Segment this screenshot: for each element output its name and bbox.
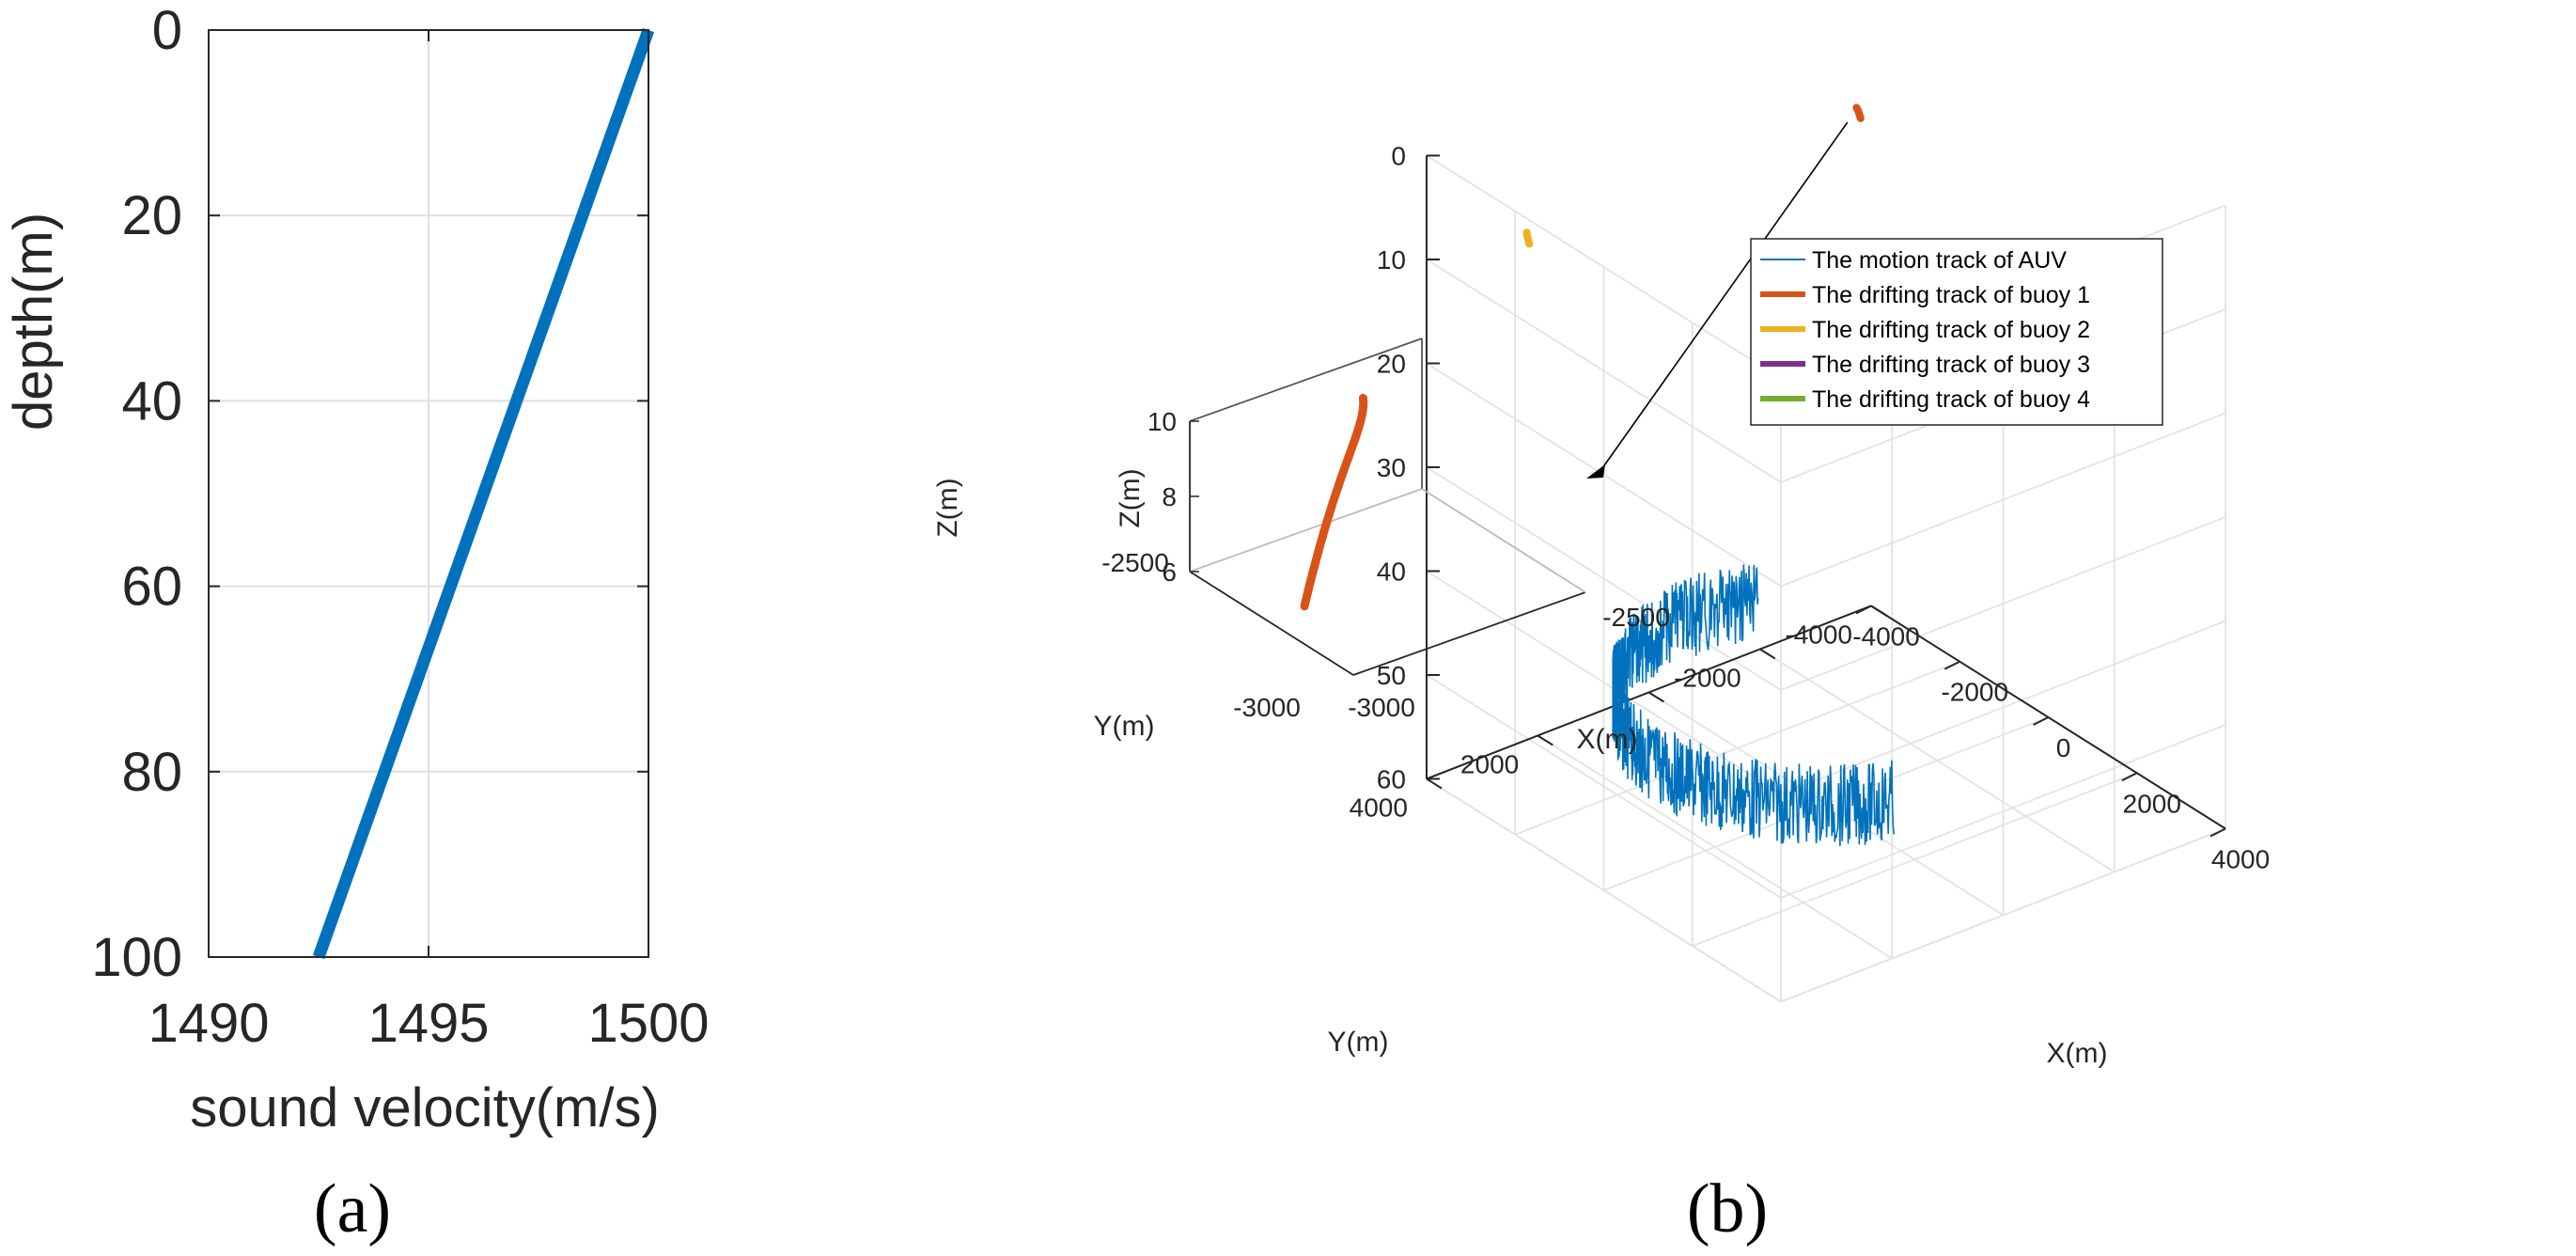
z-tick-label: 60: [1377, 764, 1406, 793]
x-tick: [2209, 827, 2226, 838]
x-tick-label: 1490: [148, 993, 269, 1054]
back-wall-gridline-z: [1426, 570, 1782, 795]
inset-z-tick-label: 10: [1147, 407, 1177, 436]
y-tick-label: 4000: [1350, 793, 1408, 822]
y-tick-label: 2000: [1460, 749, 1519, 778]
y-tick: [1759, 648, 1776, 660]
x-tick-label: -2000: [1941, 678, 2008, 707]
side-wall-gridline-z: [1780, 412, 2226, 588]
panel-a-grid: [209, 30, 648, 957]
side-wall-gridline-z: [1780, 827, 2226, 1003]
z-tick-label: 0: [1391, 141, 1406, 170]
panel-a-y-axis-label: depth(m): [3, 212, 64, 431]
inset-pointer-arrow-line: [1597, 121, 1849, 476]
y-tick-label: -2000: [1674, 663, 1741, 692]
panel-b-legend: The motion track of AUV The drifting trac…: [1750, 238, 2163, 426]
inset-box-side-edge: [1421, 488, 1586, 593]
x-tick-label: -4000: [1852, 621, 1920, 651]
legend-label-4: The drifting track of buoy 4: [1812, 386, 2090, 413]
panel-b-label: (b): [1687, 1170, 1768, 1248]
inset-box-back-edge: [1189, 488, 1423, 573]
panel-b-inset: 6 8 10 -3000 -2500 -3000 -2500 Y(m) X(m) Z(m): [1094, 121, 1849, 755]
inset-z-axis-label: Z(m): [1115, 468, 1146, 527]
x-tick: [2033, 716, 2049, 726]
x-tick-label: 1500: [587, 993, 709, 1054]
y-tick-label: 80: [121, 742, 182, 803]
panel-b-x-axis-label: X(m): [2047, 1038, 2108, 1069]
buoy-2-track-line: [1522, 228, 1534, 248]
x-tick: [1944, 660, 1960, 670]
side-wall-gridline-z: [1780, 724, 2226, 899]
y-tick: [1647, 691, 1665, 703]
panel-b-y-axis-label: Y(m): [1328, 1027, 1389, 1058]
z-tick-label: 20: [1377, 349, 1406, 378]
panel-b-3d-track-chart: 0102030405060-4000-2000020004000-4000-20…: [932, 103, 2271, 1248]
auv-track-line: [1612, 564, 1895, 847]
sound-velocity-line: [312, 27, 655, 960]
panel-a-label: (a): [314, 1170, 391, 1248]
z-tick-label: 30: [1377, 453, 1406, 482]
legend-box: [1750, 238, 2163, 426]
back-wall-gridline-z: [1426, 259, 1782, 483]
legend-label-1: The drifting track of buoy 1: [1812, 282, 2090, 308]
inset-x-axis-label: X(m): [1577, 724, 1638, 755]
panel-a-x-axis-label: sound velocity(m/s): [190, 1077, 660, 1138]
panel-a-ticks: 1490 1495 1500 0 20 40 60 80 100: [91, 0, 709, 1054]
back-wall-gridline-z: [1426, 466, 1782, 691]
inset-x-axis-line: [1352, 591, 1586, 676]
x-tick-label: 1495: [367, 993, 489, 1054]
y-tick-label: 100: [91, 927, 182, 988]
back-wall-gridline-z: [1426, 674, 1782, 899]
x-tick: [1855, 604, 1872, 615]
y-tick: [1537, 734, 1553, 746]
inset-y-tick-label: -2500: [1101, 548, 1169, 577]
back-wall-gridline-z: [1426, 777, 1782, 1003]
floor-gridline-y: [1537, 734, 1893, 960]
y-tick-label: 0: [152, 0, 182, 61]
inset-y-axis-label: Y(m): [1094, 711, 1155, 742]
inset-buoy-1-track-line: [1300, 394, 1368, 611]
panel-b-ticks: 0102030405060-4000-2000020004000-4000-20…: [1350, 141, 2271, 873]
legend-label-0: The motion track of AUV: [1812, 247, 2067, 274]
y-tick-label: 60: [121, 557, 182, 618]
inset-z-tick-label: 6: [1162, 557, 1177, 587]
y-tick: [1426, 777, 1443, 790]
x-tick-label: 0: [2056, 733, 2071, 762]
panel-a-series: [312, 27, 655, 960]
panel-a-sound-velocity-chart: 1490 1495 1500 0 20 40 60 80 100 depth(m) sound …: [3, 0, 710, 1248]
y-tick-label: 20: [121, 185, 182, 246]
z-tick-label: 40: [1377, 557, 1406, 586]
inset-pointer-arrowhead: [1586, 464, 1605, 479]
legend-label-3: The drifting track of buoy 3: [1812, 352, 2090, 378]
x-tick: [2121, 772, 2138, 782]
inset-box-top-edge: [1189, 338, 1423, 422]
inset-y-axis-line: [1189, 571, 1354, 676]
y-tick: [1870, 604, 1887, 617]
floor-gridline-y: [1759, 648, 2115, 873]
inset-x-tick-label: -3000: [1233, 693, 1301, 722]
y-tick-label: -4000: [1785, 620, 1852, 649]
panel-b-z-axis-label: Z(m): [932, 478, 963, 537]
legend-label-2: The drifting track of buoy 2: [1812, 317, 2090, 343]
buoy-1-track-line: [1852, 103, 1865, 122]
z-tick-label: 10: [1377, 245, 1406, 275]
back-wall-gridline-z: [1426, 154, 1782, 380]
x-tick-label: 2000: [2123, 789, 2181, 818]
inset-z-tick-label: 8: [1162, 482, 1177, 511]
y-tick-label: 40: [121, 370, 182, 432]
inset-x-tick-label: -2500: [1602, 603, 1670, 632]
inset-y-tick-label: -3000: [1348, 693, 1415, 722]
x-tick-label: 4000: [2211, 845, 2270, 874]
side-wall-gridline-z: [1780, 516, 2226, 691]
back-wall-gridline-z: [1426, 362, 1782, 588]
